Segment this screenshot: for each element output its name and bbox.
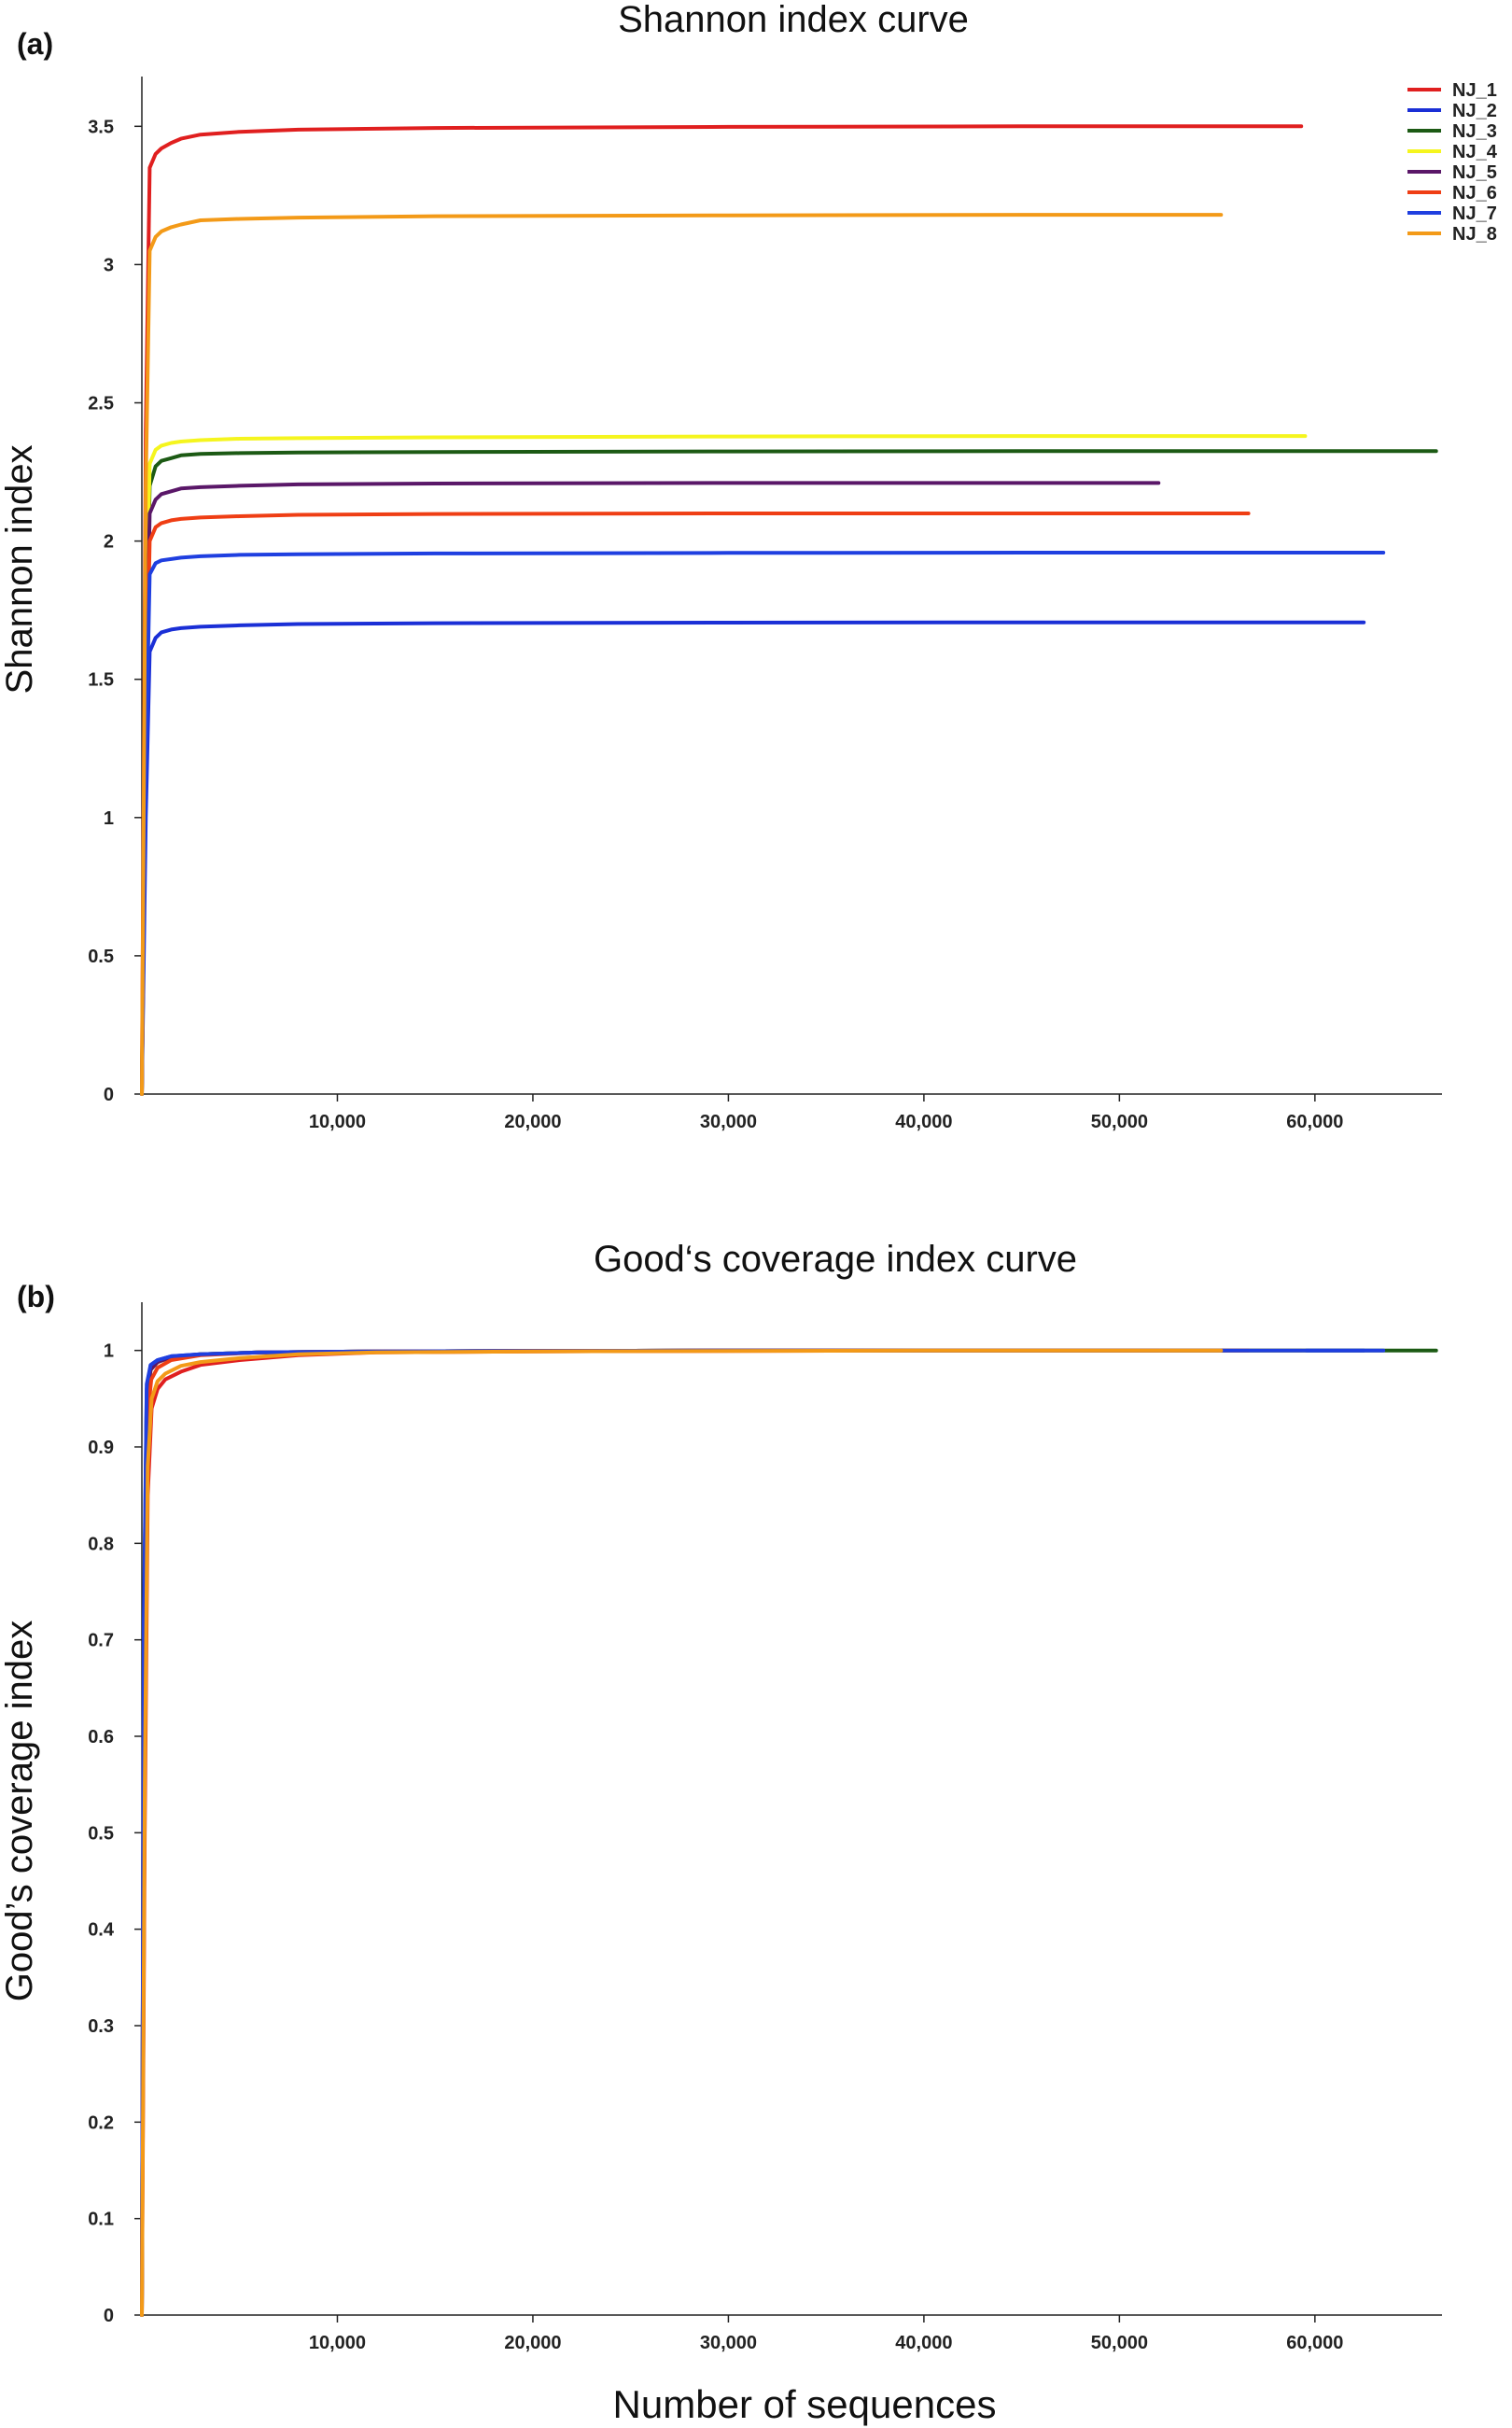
chart-b-ytick-label: 0.5 [88,1823,114,1844]
legend-label-nj-7: NJ_7 [1452,204,1497,224]
chart-a-xtick-label: 10,000 [309,1112,366,1132]
legend-label-nj-8: NJ_8 [1452,224,1497,245]
legend-label-nj-4: NJ_4 [1452,142,1498,162]
chart-a-ytick-label: 0 [104,1085,114,1105]
chart-b-series-nj-1 [140,1348,1304,2317]
chart-b-ytick-label: 0.2 [88,2112,114,2133]
chart-a-ylabel: Shannon index [0,445,40,695]
chart-b-series [140,1348,1438,2317]
chart-b-ylabel: Good’s coverage index [0,1621,40,2001]
chart-b-ytick-label: 0 [104,2306,114,2326]
chart-a-ytick-label: 2 [104,532,114,553]
chart-b-ytick-label: 0.1 [88,2210,114,2230]
chart-b-series-nj-3 [140,1348,1438,2317]
shared-xlabel: Number of sequences [613,2382,997,2426]
legend-label-nj-5: NJ_5 [1452,162,1497,183]
chart-b-axes [141,1302,1442,2316]
chart-b-ticks: 0 0.1 0.2 0.3 0.4 0.5 0.6 0.7 0.8 0.9 1 10,000 20,00… [88,1341,1343,2353]
chart-b-xtick-label: 20,000 [504,2333,561,2353]
chart-a-series-nj-7 [140,551,1386,1096]
chart-b-ytick-label: 0.8 [88,1534,114,1554]
chart-b-ytick-label: 0.3 [88,2016,114,2037]
panel-b-coverage: (b) Good‘s coverage index curve Good’s c… [0,1239,1442,2426]
chart-b-xtick-label: 10,000 [309,2333,366,2353]
chart-a-series-nj-3 [140,449,1438,1096]
chart-a-ytick-label: 0.5 [88,947,114,967]
chart-a-series-nj-2 [140,620,1366,1096]
chart-a-ticks: 0 0.5 1 1.5 2 2.5 3 3.5 10,000 20,000 30,000 40,000… [88,117,1343,1132]
chart-a-title: Shannon index curve [618,0,969,40]
chart-a-xtick-label: 50,000 [1091,1112,1148,1132]
chart-a-ytick-label: 3 [104,255,114,275]
legend-label-nj-1: NJ_1 [1452,80,1497,101]
chart-a-axes [141,77,1442,1095]
chart-a-xtick-label: 20,000 [504,1112,561,1132]
chart-b-title: Good‘s coverage index curve [594,1239,1077,1280]
chart-a-xtick-label: 60,000 [1286,1112,1343,1132]
chart-b-ytick-label: 1 [104,1341,114,1362]
chart-b-xtick-label: 40,000 [895,2333,952,2353]
panel-a-shannon: (a) Shannon index curve Shannon index 00… [0,0,1498,1132]
chart-b-ytick-label: 0.9 [88,1438,114,1458]
chart-a-ytick-label: 1 [104,808,114,829]
chart-b-xtick-label: 50,000 [1091,2333,1148,2353]
chart-b-ytick-label: 0.6 [88,1727,114,1747]
chart-a-series-nj-5 [140,481,1161,1096]
panel-a-label: (a) [17,27,53,61]
chart-a-series-nj-6 [140,512,1251,1096]
chart-b-series-nj-6 [140,1348,1251,2317]
chart-b-series-nj-4 [140,1348,1308,2317]
chart-a-ytick-label: 2.5 [88,394,114,414]
chart-b-ytick-label: 0.4 [88,1920,115,1941]
chart-b-series-nj-7 [140,1348,1386,2317]
chart-b-xtick-label: 60,000 [1286,2333,1343,2353]
chart-b-series-nj-8 [140,1348,1224,2317]
chart-b-series-nj-5 [140,1348,1161,2317]
panel-b-label: (b) [17,1280,55,1313]
chart-a-ytick-label: 1.5 [88,670,114,691]
legend-label-nj-3: NJ_3 [1452,121,1497,142]
chart-b-xtick-label: 30,000 [700,2333,757,2353]
chart-b-ytick-label: 0.7 [88,1631,114,1651]
chart-a-xtick-label: 40,000 [895,1112,952,1132]
chart-a-series [140,124,1438,1096]
chart-a-series-nj-1 [140,124,1304,1096]
legend-label-nj-2: NJ_2 [1452,101,1497,121]
chart-a-series-nj-8 [140,213,1224,1096]
chart-b-series-nj-2 [140,1348,1366,2317]
chart-a-xtick-label: 30,000 [700,1112,757,1132]
chart-a-series-nj-4 [140,434,1308,1096]
chart-a-legend: NJ_1NJ_2NJ_3NJ_4NJ_5NJ_6NJ_7NJ_8 [1407,80,1498,245]
legend-label-nj-6: NJ_6 [1452,183,1497,204]
chart-a-ytick-label: 3.5 [88,117,114,137]
